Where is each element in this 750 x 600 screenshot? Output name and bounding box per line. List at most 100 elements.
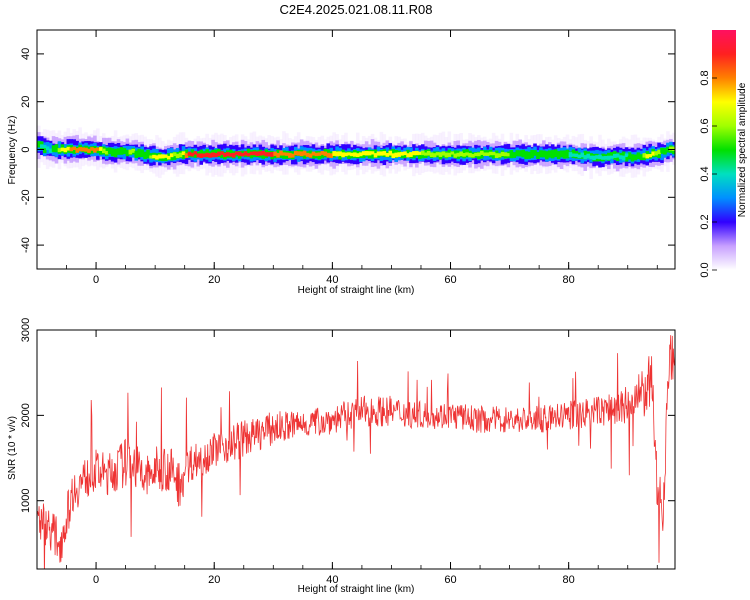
spectrogram-cell	[580, 152, 585, 158]
spectrogram-cell	[441, 151, 446, 156]
spectrogram-cell	[353, 152, 357, 157]
spectrogram-cell	[669, 146, 673, 151]
spectrogram-cell	[459, 151, 463, 157]
spectrogram-cell	[521, 152, 525, 157]
spectrogram-cell	[75, 148, 79, 153]
spectrogram-cell	[341, 152, 345, 158]
spectrogram-cell	[571, 153, 576, 157]
spectrogram-cell	[494, 153, 499, 158]
spectrogram-cell	[556, 153, 561, 157]
snr-y-axis-label: SNR (10 * v/v)	[7, 416, 18, 480]
spectrogram-cell	[107, 150, 112, 154]
spectrogram-cell	[515, 151, 520, 156]
spectrogram-cell	[72, 147, 76, 154]
spectrogram-cell	[491, 152, 496, 159]
spectrogram-cell	[465, 152, 469, 156]
spectrogram-cell	[559, 153, 564, 158]
spectrogram-cell	[48, 143, 53, 154]
spectrogram-cell	[627, 155, 632, 160]
spectrogram-cell	[361, 151, 366, 156]
spectrogram-cell	[134, 151, 139, 156]
spectrogram-cell	[418, 152, 422, 159]
spectrogram-cell	[412, 152, 416, 159]
spectrogram-x-tick-label: 0	[93, 274, 99, 286]
spectrogram-cell	[480, 150, 484, 155]
spectrogram-cell	[524, 154, 528, 158]
spectrogram-cell	[311, 151, 316, 156]
spectrogram-cell	[96, 147, 100, 151]
spectrogram-cell	[116, 149, 121, 154]
spectrogram-cell	[583, 150, 587, 160]
spectrogram-cell	[660, 149, 664, 153]
spectrogram-cell	[264, 152, 268, 157]
spectrogram-cell	[208, 153, 212, 158]
colorbar: 0.0 0.2 0.4 0.6 0.8 Normalized spectral ampl…	[699, 30, 748, 278]
spectrogram-cell	[288, 152, 292, 158]
spectrogram-cell	[335, 151, 339, 157]
spectrogram-cell	[332, 151, 336, 156]
spectrogram-cell	[187, 151, 192, 156]
spectrogram-cell	[657, 149, 661, 155]
spectrogram-y-axis-label: Frequency (Hz)	[7, 116, 18, 185]
spectrogram-ridge	[37, 125, 675, 179]
spectrogram-cell	[536, 152, 540, 160]
spectrogram-cell	[403, 151, 407, 156]
spectrogram-cell	[382, 151, 387, 156]
spectrogram-y-tick-label: -20	[20, 189, 32, 205]
spectrogram-cell	[406, 153, 410, 158]
spectrogram-x-tick-label: 80	[563, 274, 575, 286]
spectrogram-cell	[610, 155, 614, 159]
spectrogram-cell	[568, 152, 573, 158]
spectrogram-x-axis-label: Height of straight line (km)	[298, 285, 415, 296]
spectrogram-cell	[246, 153, 251, 157]
spectrogram-panel: 0 20 40 60 80 40 20 0 -20 -40 Height of straight …	[7, 29, 676, 296]
snr-y-tick-label: 2000	[20, 403, 32, 427]
spectrogram-cell	[420, 152, 425, 159]
spectrogram-cell	[574, 153, 579, 157]
spectrogram-cell	[54, 144, 59, 153]
spectrogram-cell	[491, 151, 496, 156]
spectrogram-cell	[69, 147, 74, 152]
spectrogram-cell	[636, 154, 641, 159]
spectrogram-cell	[252, 151, 257, 156]
spectrogram-cell	[261, 150, 266, 156]
spectrogram-cell	[432, 153, 437, 158]
spectrogram-cell	[462, 152, 466, 157]
snr-panel: 0 20 40 60 80 3000 2000 1000 Height of straight…	[7, 318, 676, 595]
spectrogram-cell	[279, 150, 283, 156]
spectrogram-cell	[317, 152, 322, 156]
spectrogram-cell	[231, 152, 236, 158]
spectrogram-cell	[234, 151, 239, 155]
spectrogram-cell	[562, 152, 567, 157]
colorbar-tick-label: 0.6	[699, 118, 711, 133]
spectrogram-cell	[302, 150, 307, 156]
spectrogram-cell	[149, 155, 153, 159]
spectrogram-y-tick-label: 0	[20, 146, 32, 152]
spectrogram-cell	[90, 147, 94, 151]
spectrogram-cell	[42, 145, 47, 154]
spectrogram-cell	[488, 151, 493, 156]
spectrogram-cell	[164, 154, 168, 162]
spectrogram-cell	[140, 151, 144, 157]
spectrogram-cell	[610, 152, 614, 159]
spectrogram-cell	[190, 152, 195, 157]
spectrogram-cell	[205, 152, 209, 157]
spectrogram-cell	[39, 144, 44, 149]
colorbar-tick-label: 0.2	[699, 214, 711, 229]
spectrogram-cell	[474, 152, 478, 157]
spectrogram-x-tick-label: 20	[208, 274, 220, 286]
spectrogram-cell	[527, 151, 531, 157]
spectrogram-cell	[497, 153, 502, 158]
spectrogram-cell	[323, 151, 328, 156]
snr-x-tick-label: 80	[563, 574, 575, 586]
snr-x-tick-label: 20	[208, 574, 220, 586]
spectrogram-cell	[193, 151, 198, 155]
spectrogram-cell	[51, 148, 56, 152]
spectrogram-cell	[509, 151, 514, 157]
spectrogram-cell	[66, 146, 71, 151]
spectrogram-x-tick-label: 60	[444, 274, 456, 286]
spectrogram-y-tick-label: 20	[20, 96, 32, 108]
spectrogram-cell	[663, 148, 667, 154]
spectrogram-cell	[237, 151, 242, 156]
spectrogram-cell	[228, 153, 233, 157]
